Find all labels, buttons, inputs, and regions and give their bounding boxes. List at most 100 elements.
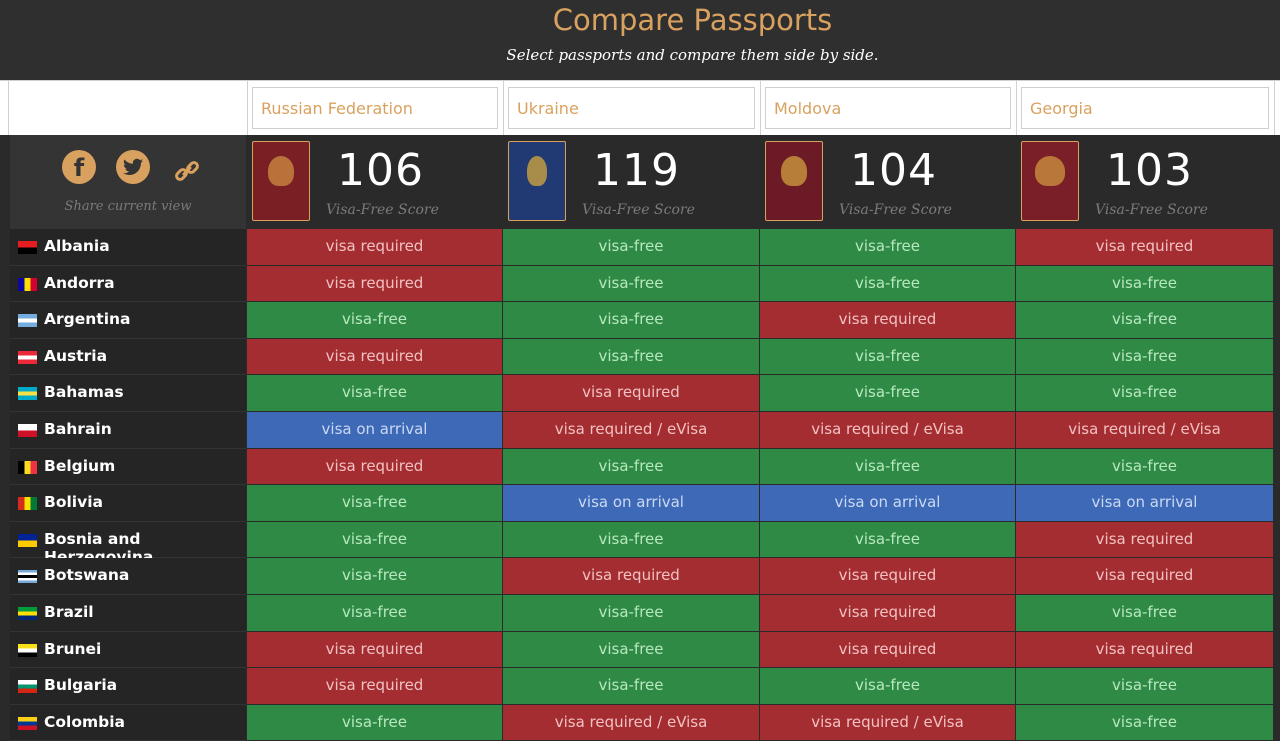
visa-status-cell: visa-free — [760, 448, 1016, 485]
coat-of-arms-icon — [268, 156, 294, 186]
visa-status-cell: visa-free — [503, 668, 760, 704]
passport-input-2[interactable] — [508, 87, 755, 129]
passport-input-3[interactable] — [765, 87, 1011, 129]
country-name: Argentina — [44, 310, 131, 329]
visa-status-cell: visa required / eVisa — [503, 412, 760, 448]
table-row: Andorra visa required visa-free visa-free vi… — [0, 265, 1280, 303]
country-cell[interactable]: Belgium — [10, 448, 246, 486]
visa-status-cell: visa required — [1016, 521, 1274, 558]
flag-icon — [18, 570, 37, 584]
selector-spacer — [8, 81, 248, 136]
country-cell[interactable]: Bosnia and Herzegovina — [10, 521, 246, 566]
visa-status-cell: visa required / eVisa — [760, 704, 1016, 741]
visa-status-cell: visa on arrival — [247, 412, 503, 448]
country-name: Albania — [44, 237, 110, 255]
visa-status-cell: visa required — [760, 595, 1016, 631]
passport-cover-image — [1021, 141, 1079, 221]
country-cell[interactable]: Andorra — [10, 265, 246, 303]
country-name: Bahamas — [44, 383, 124, 402]
flag-icon — [18, 497, 37, 511]
share-label: Share current view — [64, 199, 192, 214]
country-name: Andorra — [44, 273, 115, 292]
visa-status-cell: visa-free — [503, 338, 760, 375]
passport-column-4 — [1016, 81, 1275, 136]
country-cell[interactable]: Austria — [10, 338, 246, 376]
twitter-icon[interactable] — [116, 150, 150, 184]
table-row: Bulgaria visa required visa-free visa-free v… — [0, 668, 1280, 705]
visa-status-cell: visa required — [1016, 229, 1274, 265]
flag-icon — [18, 314, 37, 328]
country-cell[interactable]: Brunei — [10, 631, 246, 669]
flag-icon — [18, 643, 37, 657]
visa-status-cell: visa-free — [503, 265, 760, 302]
visa-free-score: 119 — [593, 145, 680, 196]
country-name: Botswana — [44, 566, 130, 585]
country-name: Bulgaria — [44, 676, 118, 695]
country-cell[interactable]: Albania — [10, 229, 246, 266]
country-cell[interactable]: Argentina — [10, 302, 246, 339]
passport-score-1: 106 Visa-Free Score — [247, 135, 503, 229]
passport-cover-image — [508, 141, 566, 221]
table-row: Bahrain visa on arrival visa required / eV… — [0, 412, 1280, 449]
flag-icon — [18, 387, 37, 401]
passport-cover-image — [252, 141, 310, 221]
visa-status-cell: visa-free — [247, 595, 503, 631]
visa-free-score-label: Visa-Free Score — [1095, 202, 1208, 218]
flag-icon — [18, 533, 37, 547]
flag-icon — [18, 680, 37, 694]
visa-status-cell: visa required — [247, 631, 503, 668]
passport-score-3: 104 Visa-Free Score — [760, 135, 1016, 229]
visa-status-cell: visa-free — [503, 448, 760, 485]
table-row: Bosnia and Herzegovina visa-free visa-free… — [0, 521, 1280, 566]
page-title: Compare Passports — [552, 3, 833, 37]
passport-score-2: 119 Visa-Free Score — [503, 135, 760, 229]
visa-status-cell: visa-free — [1016, 448, 1274, 485]
visa-status-cell: visa-free — [1016, 704, 1274, 741]
flag-icon — [18, 350, 37, 364]
country-cell[interactable]: Bolivia — [10, 485, 246, 522]
table-row: Colombia visa-free visa required / eVisa vi… — [0, 704, 1280, 741]
visa-status-cell: visa-free — [1016, 302, 1274, 338]
country-cell[interactable]: Colombia — [10, 704, 246, 741]
country-name: Austria — [44, 346, 108, 365]
country-cell[interactable]: Botswana — [10, 558, 246, 595]
table-row: Bolivia visa-free visa on arrival visa on a… — [0, 485, 1280, 522]
passport-input-4[interactable] — [1021, 87, 1269, 129]
country-cell[interactable]: Brazil — [10, 595, 246, 632]
visa-status-cell: visa required — [247, 338, 503, 375]
country-name: Brazil — [44, 603, 94, 621]
table-row: Brazil visa-free visa-free visa required vis… — [0, 595, 1280, 632]
flag-icon — [18, 424, 37, 437]
flag-icon — [18, 277, 37, 291]
visa-status-cell: visa-free — [760, 338, 1016, 375]
country-cell[interactable]: Bahrain — [10, 412, 246, 449]
visa-status-cell: visa-free — [1016, 668, 1274, 704]
visa-status-cell: visa required — [247, 265, 503, 302]
flag-icon — [18, 460, 37, 474]
coat-of-arms-icon — [527, 156, 547, 186]
flag-icon — [18, 716, 37, 730]
visa-status-cell: visa-free — [760, 668, 1016, 704]
country-cell[interactable]: Bahamas — [10, 375, 246, 412]
visa-status-cell: visa on arrival — [503, 485, 760, 521]
passport-cover-image — [765, 141, 823, 221]
country-name: Bolivia — [44, 493, 103, 512]
coat-of-arms-icon — [781, 156, 807, 186]
visa-status-cell: visa on arrival — [1016, 485, 1274, 521]
visa-status-cell: visa-free — [1016, 595, 1274, 631]
visa-status-cell: visa-free — [247, 302, 503, 338]
link-icon[interactable] — [174, 158, 200, 188]
facebook-icon[interactable]: f — [62, 150, 96, 184]
passport-input-1[interactable] — [252, 87, 498, 129]
country-cell[interactable]: Bulgaria — [10, 668, 246, 705]
visa-status-cell: visa-free — [247, 558, 503, 594]
visa-status-cell: visa-free — [503, 521, 760, 558]
page-header: Compare Passports Select passports and c… — [0, 0, 1280, 80]
visa-status-cell: visa-free — [247, 704, 503, 741]
visa-free-score-label: Visa-Free Score — [839, 202, 952, 218]
visa-status-cell: visa-free — [760, 521, 1016, 558]
passport-score-4: 103 Visa-Free Score — [1016, 135, 1274, 229]
visa-status-cell: visa on arrival — [760, 485, 1016, 521]
coat-of-arms-icon — [1035, 156, 1065, 186]
visa-status-cell: visa required — [247, 448, 503, 485]
